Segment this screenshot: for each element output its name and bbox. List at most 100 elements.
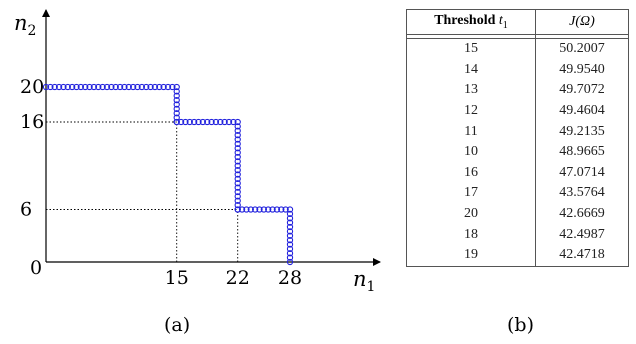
threshold-cell: 19 xyxy=(406,244,536,267)
j-value-cell: 47.0714 xyxy=(559,164,605,180)
j-value-cell: 49.4604 xyxy=(559,103,605,119)
divider-cell xyxy=(535,34,629,39)
data-point xyxy=(286,219,294,226)
data-point xyxy=(147,83,154,91)
data-point xyxy=(47,83,54,91)
data-point xyxy=(134,83,141,91)
x-tick-labels: 15 22 28 xyxy=(165,267,302,289)
data-point xyxy=(217,118,224,126)
caption-b: (b) xyxy=(507,314,534,336)
data-point xyxy=(68,83,76,91)
data-point xyxy=(212,118,220,126)
data-point xyxy=(138,83,146,91)
data-point xyxy=(90,83,98,91)
threshold-cell: 16 xyxy=(406,162,536,184)
data-point xyxy=(182,118,189,126)
data-point xyxy=(51,83,58,91)
threshold-column-header: Threshold t1 xyxy=(406,9,536,35)
data-point xyxy=(247,206,254,213)
data-point xyxy=(234,162,241,169)
data-point xyxy=(234,206,241,213)
staircase-plot: n2 n1 0 15 22 28 20 16 6 xyxy=(14,9,381,295)
header-divider xyxy=(406,34,629,39)
data-point xyxy=(173,110,180,117)
data-point xyxy=(234,175,241,183)
data-point xyxy=(160,83,167,91)
data-point xyxy=(143,83,150,91)
x-tick-label: 15 xyxy=(165,267,189,289)
data-point xyxy=(95,83,102,91)
x-axis-label: n1 xyxy=(353,267,375,295)
y-tick-label: 16 xyxy=(20,111,44,133)
data-point xyxy=(282,206,289,213)
divider-cell xyxy=(406,34,536,39)
data-point xyxy=(286,206,294,213)
y-tick-label: 6 xyxy=(20,199,32,221)
data-point xyxy=(60,83,67,91)
data-point xyxy=(234,123,241,130)
table-row: 14 49.9540 xyxy=(406,59,629,81)
table-row: 15 50.2007 xyxy=(406,38,629,60)
data-point xyxy=(173,83,180,91)
y-tick-label: 20 xyxy=(20,76,44,98)
j-column-header: J(Ω) xyxy=(535,9,629,35)
threshold-cell: 18 xyxy=(406,224,536,245)
threshold-table: Threshold t1 J(Ω) 15 50.2007 14 49.9540 13 49… xyxy=(406,9,629,267)
origin-label: 0 xyxy=(30,257,42,279)
table-row: 16 47.0714 xyxy=(406,162,629,184)
threshold-cell: 14 xyxy=(406,59,536,81)
data-point xyxy=(278,206,285,213)
data-point xyxy=(129,83,137,91)
data-point xyxy=(234,153,241,161)
data-point xyxy=(42,83,50,91)
data-point xyxy=(108,83,115,91)
dashed-guides xyxy=(46,121,239,262)
data-point xyxy=(234,201,241,209)
table-header-row: Threshold t1 J(Ω) xyxy=(406,9,629,35)
data-point xyxy=(265,206,272,213)
threshold-cell: 10 xyxy=(406,141,536,163)
data-point xyxy=(286,258,294,266)
data-point xyxy=(151,83,159,91)
data-point xyxy=(173,105,180,113)
data-point xyxy=(286,223,294,231)
data-point xyxy=(169,83,176,91)
threshold-cell: 13 xyxy=(406,80,536,101)
data-point xyxy=(234,127,241,134)
data-point xyxy=(286,254,294,261)
data-point xyxy=(177,118,185,126)
data-point xyxy=(112,83,119,91)
data-point xyxy=(234,145,241,152)
data-point xyxy=(190,118,198,126)
data-point xyxy=(156,83,163,91)
data-points xyxy=(42,83,294,266)
j-value-cell: 50.2007 xyxy=(559,41,605,57)
data-point xyxy=(286,232,294,239)
j-value-cell: 43.5764 xyxy=(559,185,605,201)
y-tick-labels: 20 16 6 xyxy=(20,76,44,221)
table-row: 17 43.5764 xyxy=(406,183,629,204)
j-value-cell: 49.2135 xyxy=(559,123,605,139)
data-point xyxy=(286,215,294,222)
data-point xyxy=(234,118,241,126)
data-point xyxy=(186,118,193,126)
data-point xyxy=(173,92,180,99)
data-point xyxy=(195,118,202,126)
j-value-cell: 49.9540 xyxy=(559,61,605,77)
data-point xyxy=(173,114,180,121)
data-point xyxy=(234,193,241,200)
data-point xyxy=(125,83,132,91)
data-point xyxy=(243,206,250,213)
data-point xyxy=(173,118,180,126)
data-point xyxy=(173,88,180,95)
data-point xyxy=(286,236,294,244)
table-row: 11 49.2135 xyxy=(406,121,629,142)
data-point xyxy=(256,206,263,213)
table-row: 10 48.9665 xyxy=(406,141,629,163)
data-point xyxy=(286,245,294,253)
data-point xyxy=(286,250,294,257)
data-point xyxy=(208,118,215,126)
data-point xyxy=(286,228,294,235)
data-point xyxy=(121,83,128,91)
y-axis-label: n2 xyxy=(14,11,36,39)
